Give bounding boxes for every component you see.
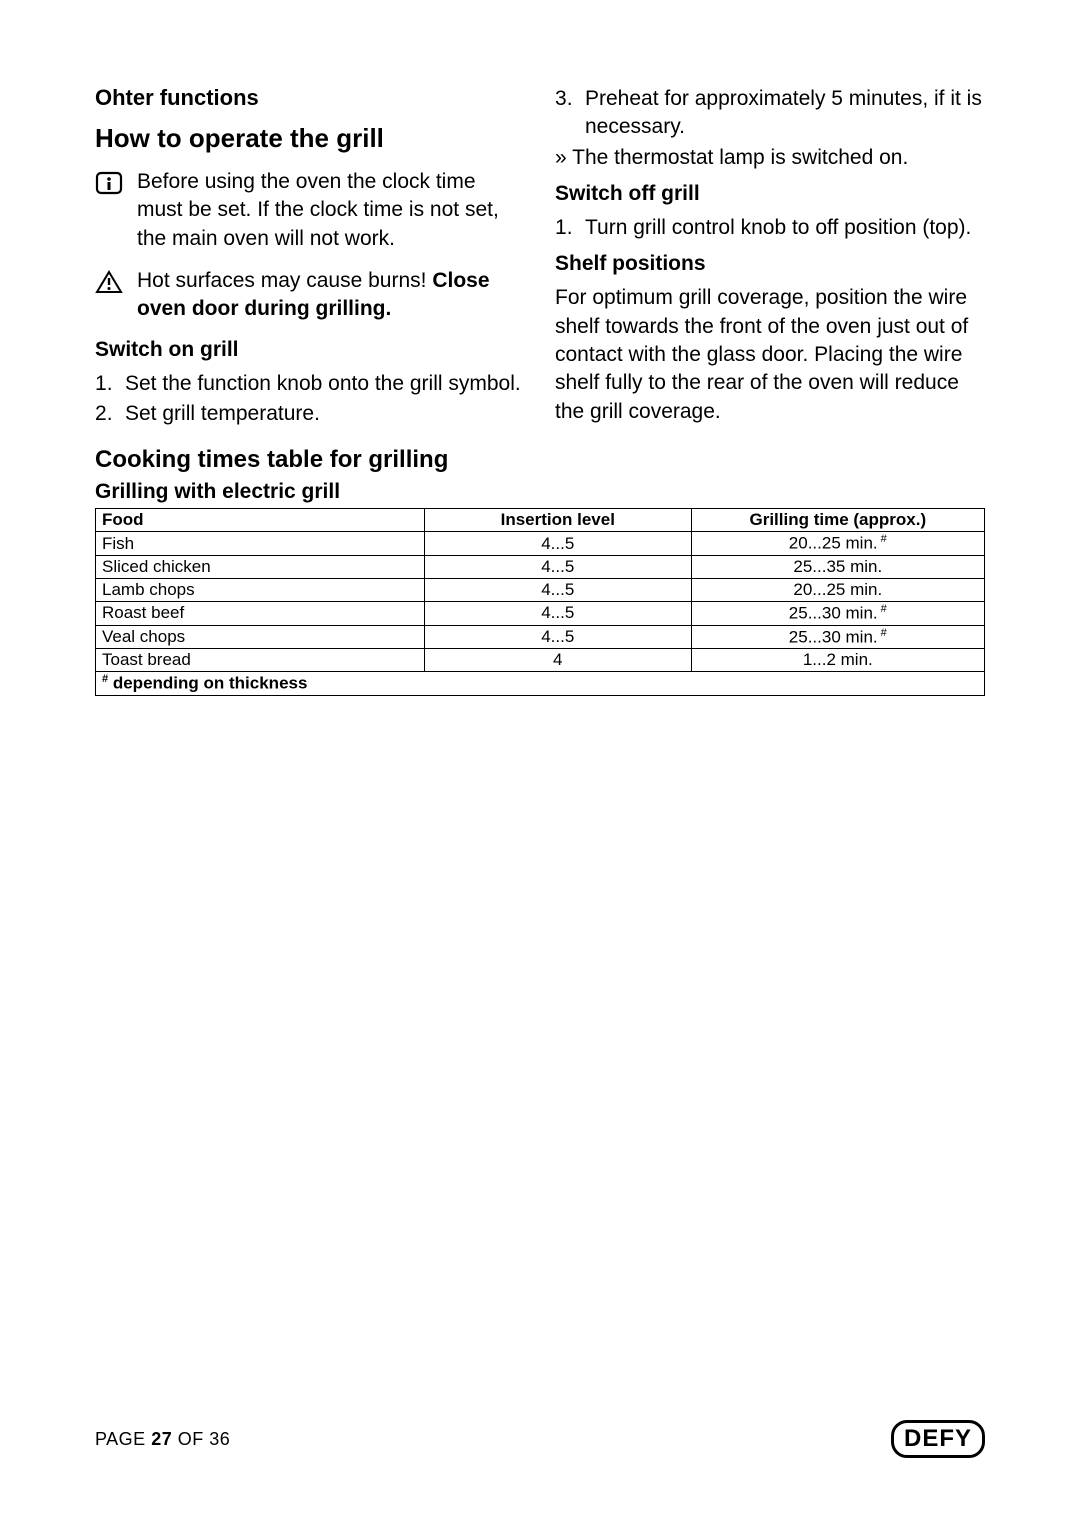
table-row: Veal chops4...525...30 min. # bbox=[96, 625, 985, 649]
cell-time: 20...25 min. # bbox=[691, 532, 984, 556]
info-note-text: Before using the oven the clock time mus… bbox=[137, 168, 525, 253]
page-number: PAGE 27 OF 36 bbox=[95, 1429, 230, 1450]
table-row: Sliced chicken4...525...35 min. bbox=[96, 556, 985, 579]
page-mid: OF bbox=[172, 1429, 209, 1449]
section-heading-other-functions: Ohter functions bbox=[95, 85, 525, 111]
cell-time: 25...30 min. # bbox=[691, 625, 984, 649]
cooking-times-heading: Cooking times table for grilling bbox=[95, 446, 985, 474]
list-item: Turn grill control knob to off position … bbox=[555, 214, 985, 242]
grilling-times-table: Food Insertion level Grilling time (appr… bbox=[95, 508, 985, 696]
warning-line1: Hot surfaces may cause burns! bbox=[137, 269, 426, 292]
brand-logo: DEFY bbox=[891, 1420, 985, 1458]
page-current: 27 bbox=[151, 1429, 172, 1449]
col-time: Grilling time (approx.) bbox=[691, 509, 984, 532]
grilling-electric-heading: Grilling with electric grill bbox=[95, 480, 985, 504]
cell-food: Lamb chops bbox=[96, 579, 425, 602]
left-column: Ohter functions How to operate the grill… bbox=[95, 85, 525, 430]
shelf-positions-text: For optimum grill coverage, position the… bbox=[555, 284, 985, 426]
cell-level: 4 bbox=[424, 649, 691, 672]
cell-food: Roast beef bbox=[96, 602, 425, 626]
section-heading-how-to-operate: How to operate the grill bbox=[95, 123, 525, 154]
warning-note-text: Hot surfaces may cause burns! Close oven… bbox=[137, 267, 525, 324]
shelf-positions-heading: Shelf positions bbox=[555, 252, 985, 276]
two-column-layout: Ohter functions How to operate the grill… bbox=[95, 85, 985, 430]
table-row: Fish4...520...25 min. # bbox=[96, 532, 985, 556]
switch-on-grill-heading: Switch on grill bbox=[95, 338, 525, 362]
table-row: Roast beef4...525...30 min. # bbox=[96, 602, 985, 626]
cell-food: Fish bbox=[96, 532, 425, 556]
list-item: Set the function knob onto the grill sym… bbox=[95, 370, 525, 398]
table-header-row: Food Insertion level Grilling time (appr… bbox=[96, 509, 985, 532]
warning-icon bbox=[95, 270, 123, 294]
cell-food: Toast bread bbox=[96, 649, 425, 672]
switch-off-grill-heading: Switch off grill bbox=[555, 182, 985, 206]
col-level: Insertion level bbox=[424, 509, 691, 532]
list-item: Preheat for approximately 5 minutes, if … bbox=[555, 85, 985, 142]
info-icon bbox=[95, 171, 123, 195]
continued-steps: Preheat for approximately 5 minutes, if … bbox=[555, 85, 985, 142]
cell-food: Sliced chicken bbox=[96, 556, 425, 579]
list-item: Set grill temperature. bbox=[95, 400, 525, 428]
page-total: 36 bbox=[209, 1429, 230, 1449]
cell-level: 4...5 bbox=[424, 532, 691, 556]
page-prefix: PAGE bbox=[95, 1429, 151, 1449]
cell-level: 4...5 bbox=[424, 625, 691, 649]
cell-food: Veal chops bbox=[96, 625, 425, 649]
right-column: Preheat for approximately 5 minutes, if … bbox=[555, 85, 985, 430]
table-footnote-row: # depending on thickness bbox=[96, 672, 985, 696]
cell-level: 4...5 bbox=[424, 579, 691, 602]
cell-time: 20...25 min. bbox=[691, 579, 984, 602]
page-footer: PAGE 27 OF 36 DEFY bbox=[95, 1420, 985, 1458]
table-row: Lamb chops4...520...25 min. bbox=[96, 579, 985, 602]
cell-time: 25...30 min. # bbox=[691, 602, 984, 626]
thermostat-line: » The thermostat lamp is switched on. bbox=[555, 144, 985, 172]
cell-level: 4...5 bbox=[424, 602, 691, 626]
cell-time: 25...35 min. bbox=[691, 556, 984, 579]
info-note: Before using the oven the clock time mus… bbox=[95, 168, 525, 253]
footnote-text: depending on thickness bbox=[108, 674, 307, 693]
switch-on-steps: Set the function knob onto the grill sym… bbox=[95, 370, 525, 429]
warning-note: Hot surfaces may cause burns! Close oven… bbox=[95, 267, 525, 324]
cell-level: 4...5 bbox=[424, 556, 691, 579]
table-footnote: # depending on thickness bbox=[96, 672, 985, 696]
col-food: Food bbox=[96, 509, 425, 532]
cell-time: 1...2 min. bbox=[691, 649, 984, 672]
switch-off-steps: Turn grill control knob to off position … bbox=[555, 214, 985, 242]
table-row: Toast bread41...2 min. bbox=[96, 649, 985, 672]
